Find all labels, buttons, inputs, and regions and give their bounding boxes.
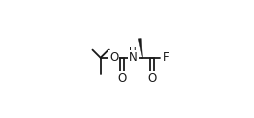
Text: N: N [129, 51, 138, 64]
Text: O: O [147, 72, 157, 85]
Polygon shape [138, 38, 142, 58]
Text: H: H [130, 47, 137, 57]
Text: O: O [118, 72, 127, 85]
Text: F: F [162, 51, 169, 64]
Text: O: O [109, 51, 118, 64]
